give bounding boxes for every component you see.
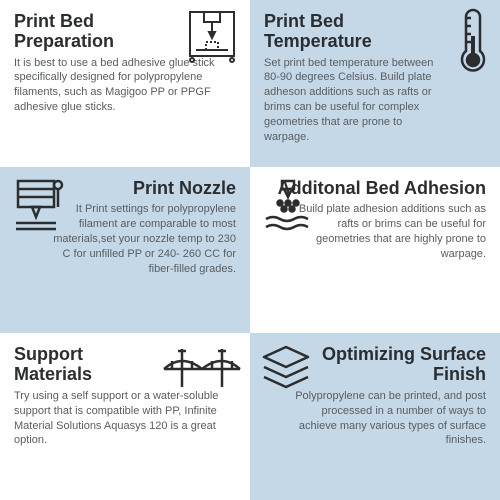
cell-support-materials: Support Materials Try using a self suppo… (0, 333, 250, 500)
cell-print-bed-preparation: Print Bed Preparation It is best to use … (0, 0, 250, 167)
cell-optimizing-surface-finish: Optimizing Surface Finish Polypropylene … (250, 333, 500, 500)
adhesion-icon (260, 177, 316, 233)
tips-grid: Print Bed Preparation It is best to use … (0, 0, 500, 500)
cell-additional-bed-adhesion: Additonal Bed Adhesion Build plate adhes… (250, 167, 500, 334)
cell-body: It Print settings for polypropylene fila… (46, 202, 236, 276)
thermometer-icon (456, 6, 490, 76)
cell-body: Build plate adhesion additions such as r… (296, 202, 486, 261)
cell-title: Print Bed Temperature (264, 12, 394, 52)
cell-body: Polypropylene can be printed, and post p… (286, 389, 486, 448)
bridge-icon (162, 347, 242, 389)
cell-body: Set print bed temperature between 80-90 … (264, 56, 444, 145)
nozzle-icon (10, 177, 66, 233)
printer-icon (182, 6, 242, 66)
layers-icon (260, 343, 312, 395)
cell-title: Print Bed Preparation (14, 12, 144, 52)
cell-title: Support Materials (14, 345, 134, 385)
cell-body: Try using a self support or a water-solu… (14, 389, 234, 448)
cell-print-bed-temperature: Print Bed Temperature Set print bed temp… (250, 0, 500, 167)
cell-print-nozzle: Print Nozzle It Print settings for polyp… (0, 167, 250, 334)
